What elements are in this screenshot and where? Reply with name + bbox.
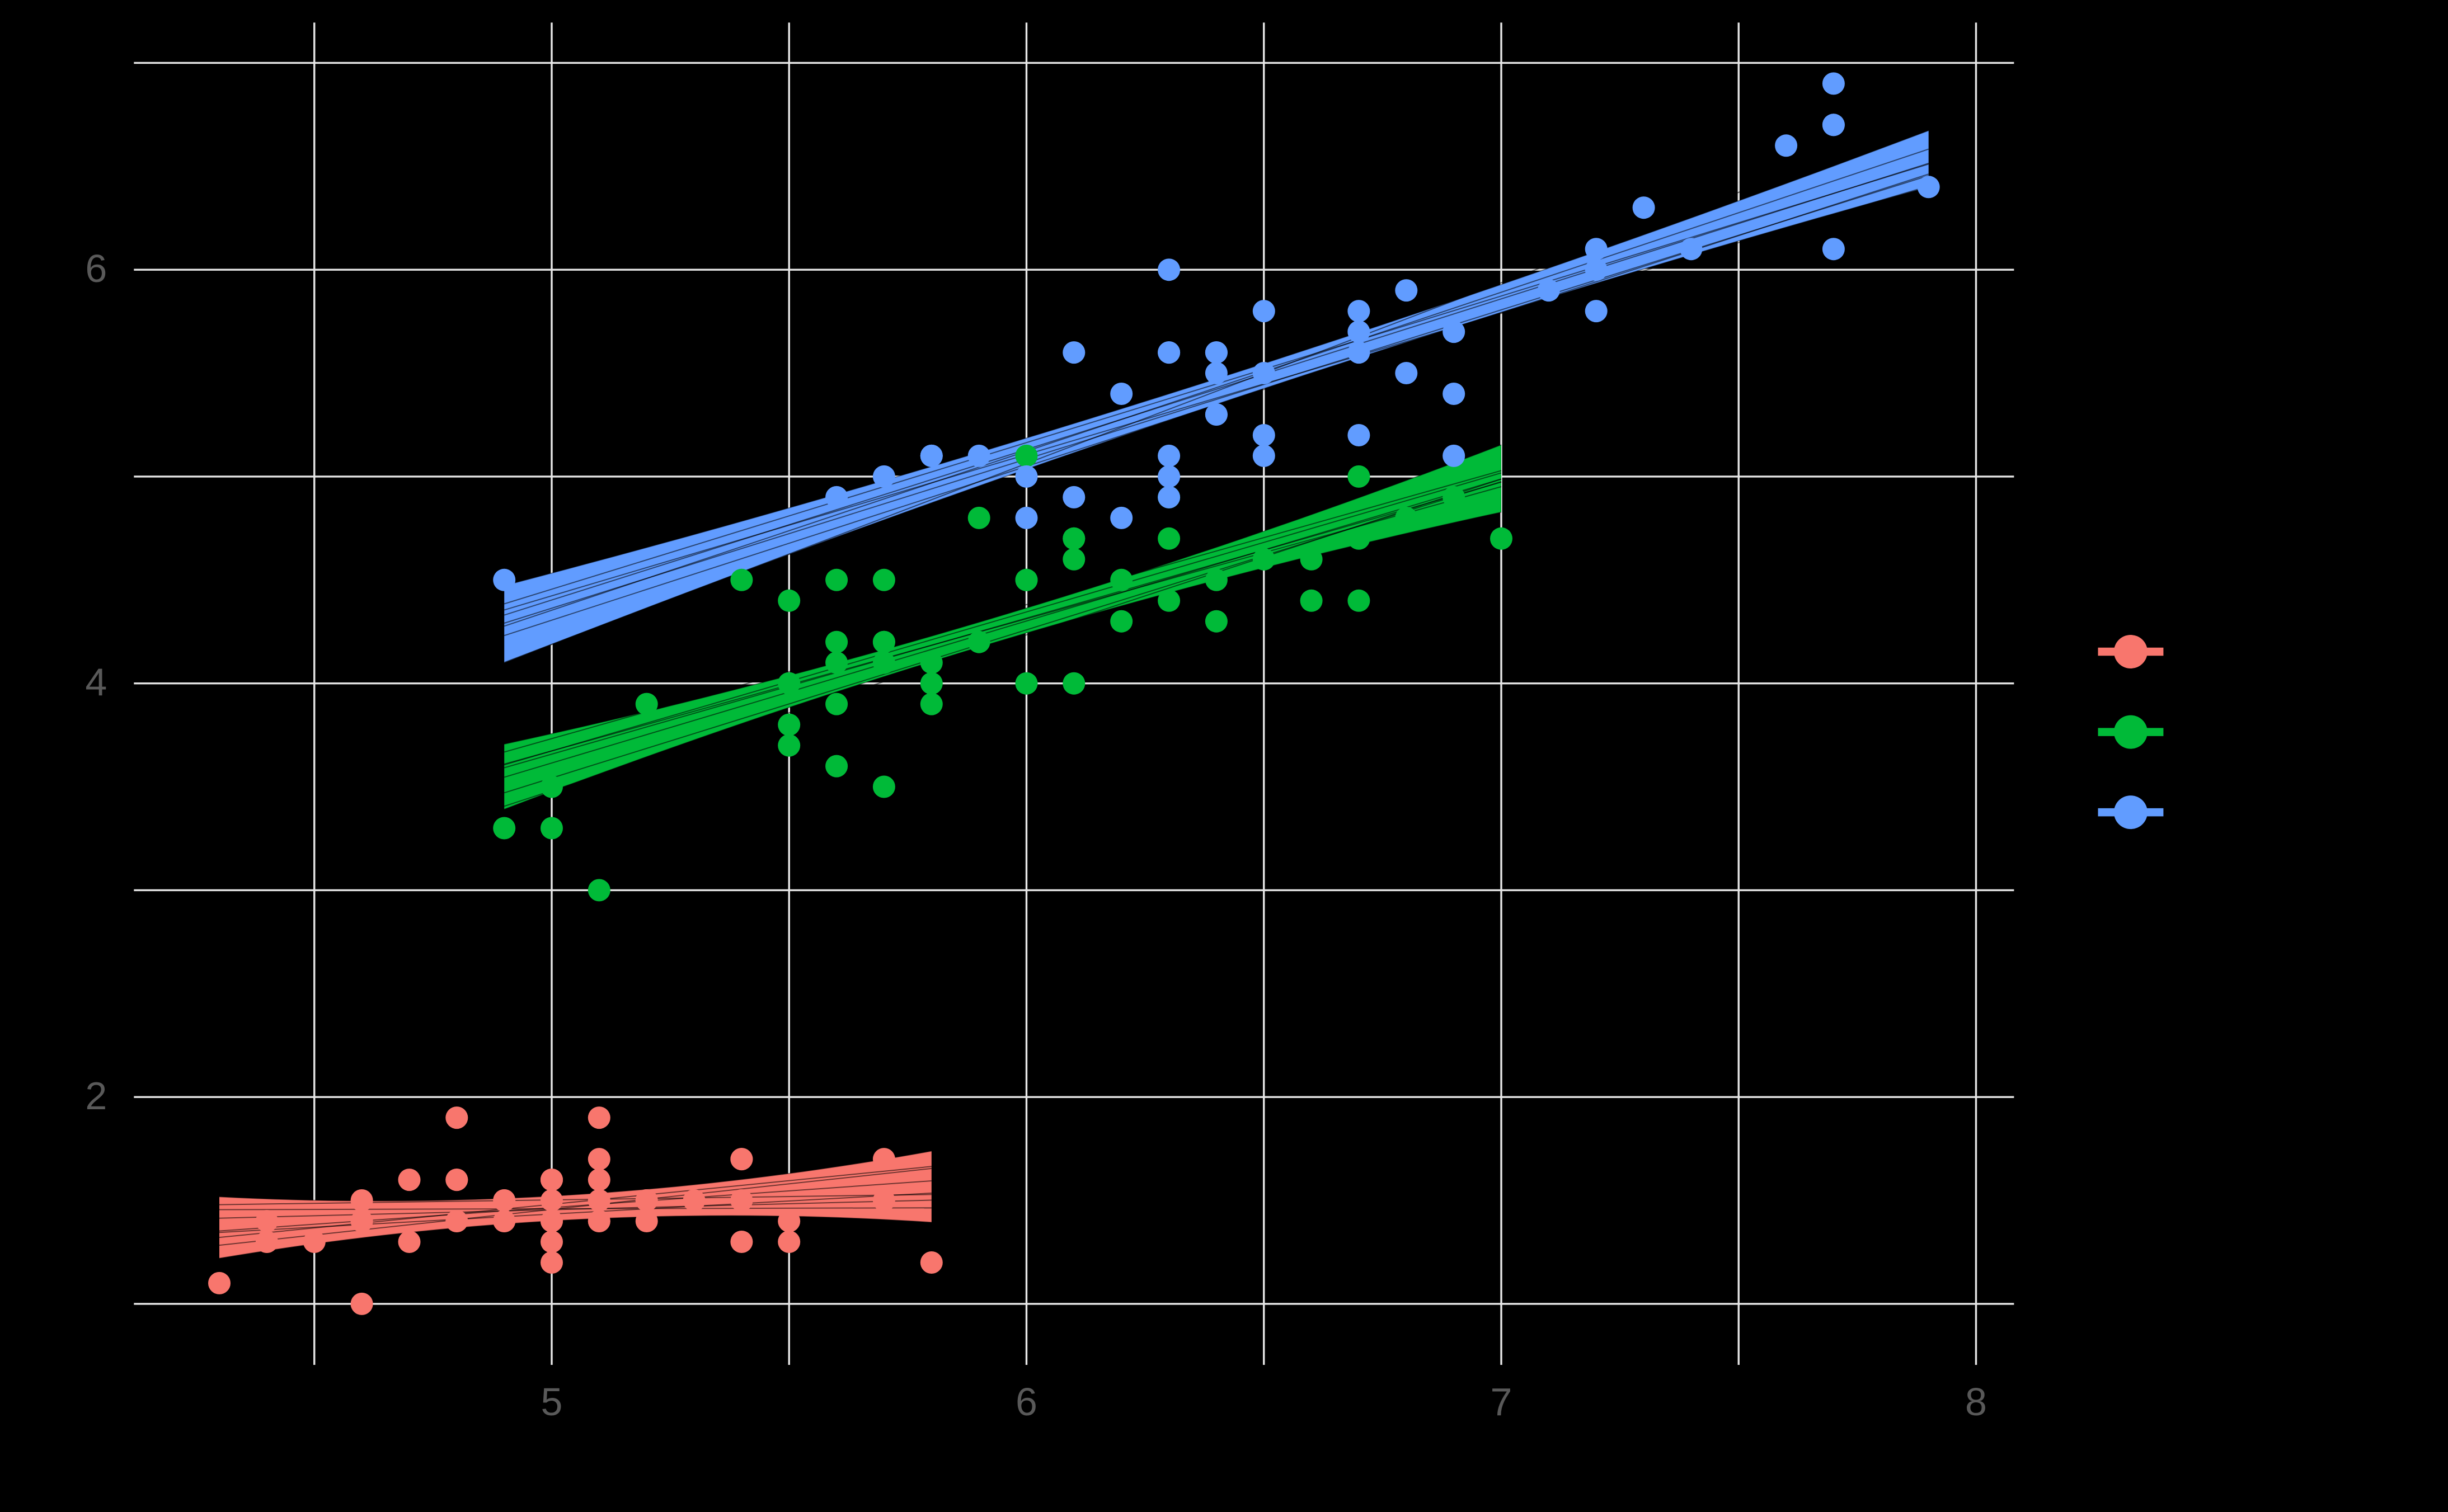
svg-text:4: 4: [85, 661, 107, 704]
svg-text:8: 8: [1965, 1380, 1987, 1424]
svg-text:2: 2: [85, 1074, 107, 1118]
svg-text:5: 5: [541, 1380, 563, 1424]
svg-text:6: 6: [85, 247, 107, 290]
svg-text:7: 7: [1491, 1380, 1512, 1424]
svg-text:6: 6: [1016, 1380, 1037, 1424]
